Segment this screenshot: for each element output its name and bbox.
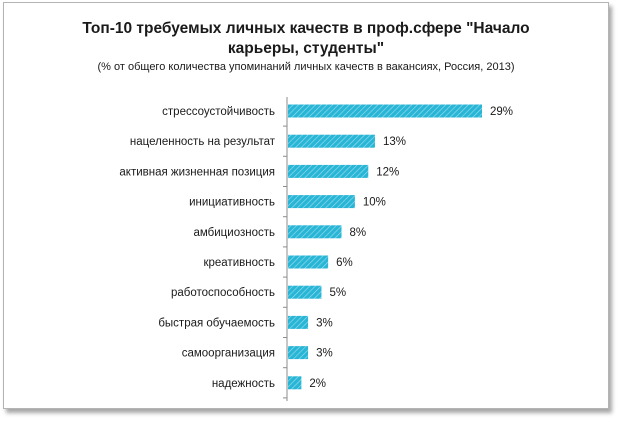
bar-chart: стрессоустойчивость 29% нацеленность на ре… — [119, 97, 513, 401]
chart-title: Топ-10 требуемых личных качеств в проф.с… — [4, 19, 608, 59]
data-label: 13% — [383, 136, 406, 148]
chart-title-line-2: карьеры, студенты" — [227, 40, 385, 57]
category-label: креативность — [203, 257, 275, 269]
bar — [288, 134, 375, 148]
bar — [288, 255, 329, 269]
category-label: активная жизненная позиция — [119, 166, 275, 178]
category-label: стрессоустойчивость — [162, 106, 275, 118]
data-label: 5% — [329, 287, 346, 299]
bar — [288, 285, 322, 299]
data-label: 29% — [490, 106, 513, 118]
chart-frame: Топ-10 требуемых личных качеств в проф.с… — [3, 2, 609, 409]
category-label: инициативность — [189, 197, 275, 209]
chart-title-line-1: Топ-10 требуемых личных качеств в проф.с… — [82, 20, 530, 37]
data-label: 6% — [336, 257, 353, 269]
category-label: работоспособность — [171, 287, 275, 299]
bar — [288, 315, 309, 329]
data-label: 3% — [316, 348, 333, 360]
data-label: 3% — [316, 317, 333, 329]
bar — [288, 346, 309, 360]
category-label: надежность — [212, 378, 275, 390]
data-label: 8% — [350, 227, 367, 239]
data-label: 2% — [309, 378, 326, 390]
bar — [288, 376, 302, 390]
bar — [288, 164, 369, 178]
data-label: 12% — [376, 166, 399, 178]
bar — [288, 225, 342, 239]
category-label: быстрая обучаемость — [158, 317, 275, 329]
category-label: нацеленность на результат — [130, 136, 276, 148]
category-label: самоорганизация — [182, 348, 275, 360]
chart-subtitle: (% от общего количества упоминаний личны… — [97, 61, 515, 73]
data-label: 10% — [363, 197, 386, 209]
bar — [288, 195, 355, 209]
category-label: амбициозность — [194, 227, 276, 239]
bar — [288, 104, 482, 118]
